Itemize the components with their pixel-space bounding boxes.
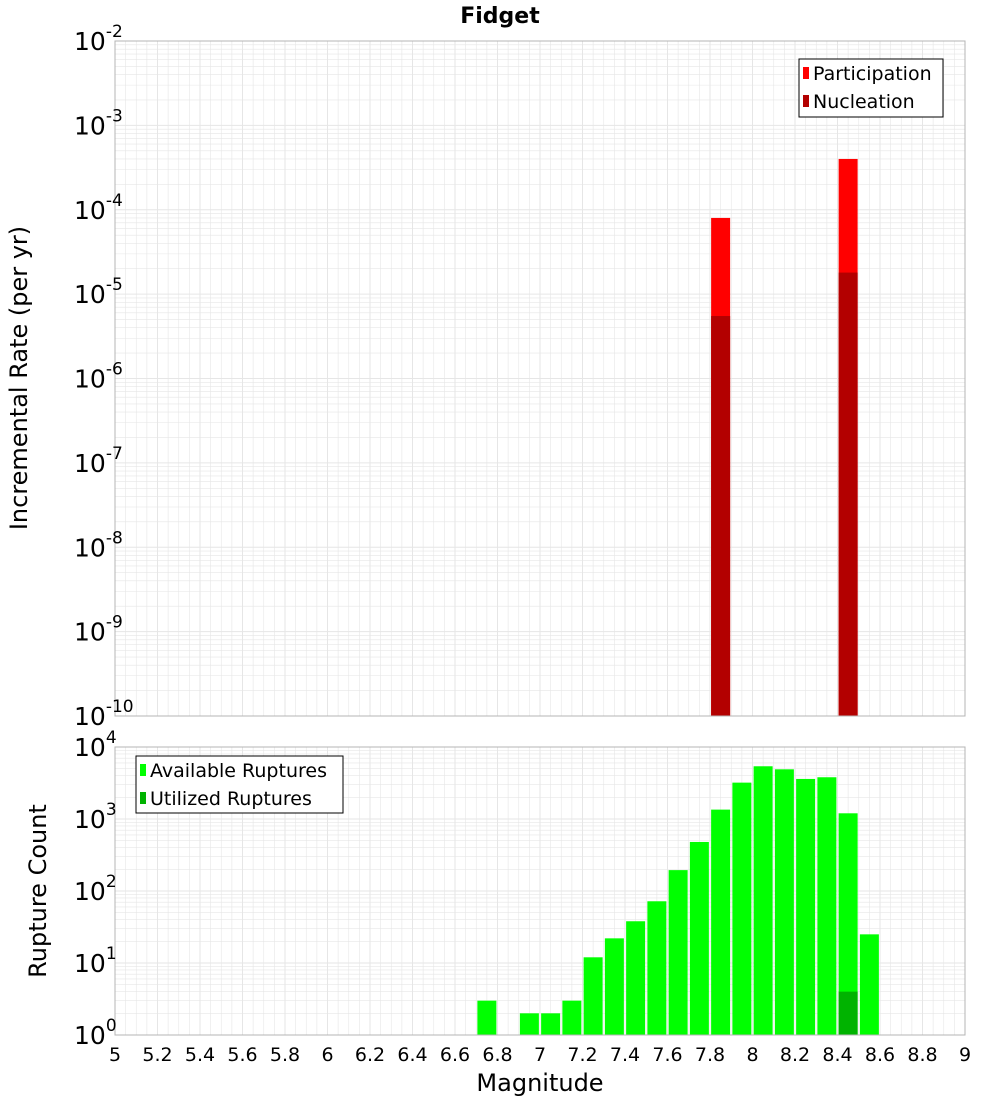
available-bar [604,938,624,1035]
nucleation-bar [838,272,858,716]
available-bar [477,1000,497,1035]
available-bar [732,782,752,1035]
top-bars [711,158,858,717]
y-tick-label: 10-2 [74,22,123,56]
bottom-plot-frame [114,746,966,1036]
available-bar [838,813,858,1035]
bottom-legend: Available Ruptures Utilized Ruptures [135,755,344,814]
available-bar [668,870,688,1035]
x-tick-label: 5.8 [270,1044,300,1066]
x-tick-label: 7.4 [610,1044,640,1066]
available-bar [519,1013,539,1035]
x-tick-label: 5.2 [142,1044,172,1066]
bottom-panel: 100 101 102 103 104 5 5.2 5.4 5.6 5.8 6 6.2 6.4 6.6 6… [24,728,971,1097]
available-bar [626,921,646,1035]
x-tick-label: 8 [746,1044,758,1066]
x-tick-label: 6.4 [397,1044,427,1066]
available-bar [753,766,773,1035]
x-tick-label: 8.6 [865,1044,895,1066]
x-tick-label: 7.8 [695,1044,725,1066]
bottom-legend-box [135,755,344,814]
available-bar [647,901,667,1035]
available-bar [689,841,709,1035]
y-tick-label: 10-9 [74,613,123,647]
available-legend-label: Available Ruptures [150,760,327,782]
nucleation-bar [711,316,731,716]
y-tick-label: 10-7 [74,444,123,478]
bottom-y-tick-labels: 100 101 102 103 104 [74,728,117,1050]
top-panel: 10-10 10-9 10-8 10-7 10-6 10-5 10-4 10-3 10-2 In… [5,22,966,731]
x-tick-label: 7 [534,1044,546,1066]
participation-legend-swatch [803,67,809,79]
x-tick-label: 5.6 [227,1044,257,1066]
top-legend: Participation Nucleation [798,58,944,118]
top-y-tick-labels: 10-10 10-9 10-8 10-7 10-6 10-5 10-4 10-3 10-2 [74,22,134,731]
available-bar [562,1000,582,1035]
y-tick-label: 101 [74,944,117,978]
x-tick-label: 8.2 [780,1044,810,1066]
y-tick-label: 104 [74,728,117,762]
utilized-bar [838,991,858,1035]
x-tick-label: 5.4 [185,1044,215,1066]
bottom-y-axis-label: Rupture Count [24,804,52,978]
nucleation-legend-label: Nucleation [813,91,915,113]
y-tick-label: 10-5 [74,275,123,309]
y-tick-label: 103 [74,800,117,834]
available-bar [817,777,837,1035]
y-tick-label: 10-6 [74,360,123,394]
available-bar [541,1013,561,1035]
x-tick-labels: 5 5.2 5.4 5.6 5.8 6 6.2 6.4 6.6 6.8 7 7.2 7.4 7.6 7.8 8… [109,1044,971,1066]
top-plot-frame [114,40,966,717]
x-axis-label: Magnitude [476,1069,603,1097]
x-tick-label: 7.6 [652,1044,682,1066]
x-tick-label: 6.6 [440,1044,470,1066]
x-tick-label: 6.8 [482,1044,512,1066]
available-bar [796,778,816,1035]
top-grid [114,41,966,717]
x-tick-label: 9 [959,1044,971,1066]
available-bar [583,957,603,1035]
y-tick-label: 10-10 [74,697,134,731]
top-legend-box [798,58,944,118]
x-tick-label: 6 [321,1044,333,1066]
y-tick-label: 100 [74,1016,117,1050]
y-tick-label: 10-3 [74,106,123,140]
available-bar [774,769,794,1035]
utilized-legend-label: Utilized Ruptures [150,788,312,810]
chart-title: Fidget [460,4,540,29]
top-y-axis-label: Incremental Rate (per yr) [5,226,33,530]
utilized-legend-swatch [140,792,146,804]
y-tick-label: 10-4 [74,191,123,225]
nucleation-legend-swatch [803,95,809,107]
x-tick-label: 7.2 [567,1044,597,1066]
y-tick-label: 102 [74,872,117,906]
available-legend-swatch [140,764,146,776]
y-tick-label: 10-8 [74,528,123,562]
x-tick-label: 8.8 [907,1044,937,1066]
x-tick-label: 5 [109,1044,121,1066]
bottom-bars [477,766,879,1035]
x-tick-label: 8.4 [822,1044,852,1066]
available-bar [859,934,879,1035]
participation-legend-label: Participation [813,63,932,85]
available-bar [711,809,731,1035]
x-tick-label: 6.2 [355,1044,385,1066]
